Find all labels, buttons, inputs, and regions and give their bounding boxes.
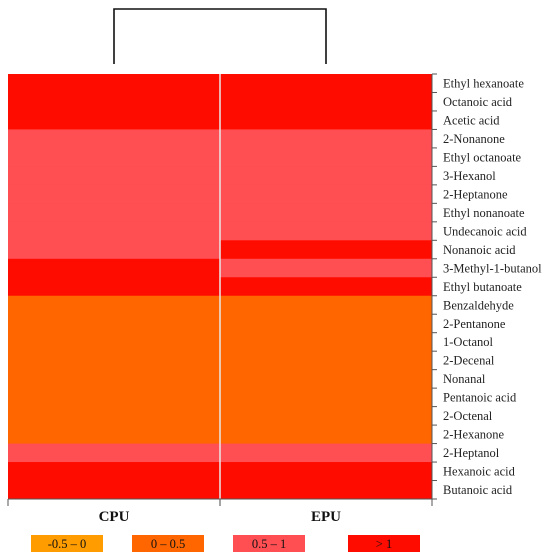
heatmap-cell (8, 184, 220, 204)
heatmap-cell (8, 74, 220, 93)
row-label: 3-Hexanol (443, 169, 496, 183)
heatmap-cell (8, 351, 220, 371)
row-label: 3-Methyl-1-butanol (443, 261, 542, 275)
heatmap-cell (8, 203, 220, 223)
row-label: 2-Octenal (443, 409, 493, 423)
column-label: CPU (99, 509, 130, 525)
column-label: EPU (311, 509, 341, 525)
heatmap-cell (220, 203, 432, 223)
row-label: Octanoic acid (443, 95, 513, 109)
heatmap-cell (220, 295, 432, 315)
heatmap-cell (8, 129, 220, 149)
row-label: 2-Heptanol (443, 446, 500, 460)
heatmap-cell (220, 147, 432, 167)
row-label: Nonanoic acid (443, 243, 516, 257)
heatmap-axes (7, 73, 437, 506)
heatmap-cell (8, 221, 220, 241)
heatmap-cells (8, 74, 432, 506)
heatmap-cell (8, 277, 220, 297)
row-label: Ethyl octanoate (443, 150, 522, 164)
heatmap-cell (220, 388, 432, 408)
heatmap-cell (220, 332, 432, 352)
heatmap-cell (220, 166, 432, 186)
heatmap-cell (8, 258, 220, 278)
row-label: Undecanoic acid (443, 224, 527, 238)
row-labels: Ethyl hexanoate Octanoic acid Acetic acid 2… (443, 77, 542, 498)
legend: -0.5 – 0 0 – 0.5 0.5 – 1 > 1 (31, 535, 420, 552)
heatmap-cell (220, 480, 432, 500)
row-label: Ethyl nonanoate (443, 206, 525, 220)
row-label: Ethyl hexanoate (443, 77, 524, 91)
legend-label: > 1 (376, 537, 392, 551)
row-label: Butanoic acid (443, 483, 513, 497)
heatmap-cell (8, 369, 220, 389)
heatmap-cell (8, 147, 220, 167)
heatmap-cell (8, 462, 220, 482)
row-label: Hexanoic acid (443, 465, 516, 479)
legend-swatch (233, 535, 305, 552)
heatmap-cell (220, 129, 432, 149)
heatmap-cell (8, 314, 220, 334)
heatmap-cell (220, 369, 432, 389)
heatmap-cell (8, 110, 220, 130)
row-label: Pentanoic acid (443, 391, 517, 405)
legend-label: -0.5 – 0 (48, 537, 87, 551)
heatmap-cell (8, 406, 220, 426)
legend-label: 0 – 0.5 (151, 537, 185, 551)
heatmap-cell (220, 443, 432, 463)
heatmap-cell (8, 295, 220, 315)
row-label: Ethyl butanoate (443, 280, 522, 294)
row-label: 2-Heptanone (443, 187, 508, 201)
heatmap-cell (220, 277, 432, 297)
dendrogram-branch (113, 8, 327, 64)
heatmap-cell (220, 74, 432, 93)
heatmap-cell (8, 240, 220, 260)
heatmap-cell (220, 221, 432, 241)
heatmap-cell (8, 425, 220, 445)
heatmap-cell (220, 184, 432, 204)
heatmap-cell (8, 443, 220, 463)
heatmap-cell (220, 351, 432, 371)
column-labels: CPU EPU (99, 509, 342, 525)
row-label: 2-Hexanone (443, 428, 505, 442)
heatmap-cell (220, 240, 432, 260)
heatmap-cell (220, 314, 432, 334)
row-label: Benzaldehyde (443, 298, 514, 312)
legend-swatch (31, 535, 103, 552)
heatmap-cell (8, 92, 220, 112)
heatmap-cell (220, 406, 432, 426)
row-label: 1-Octanol (443, 335, 494, 349)
row-label: Nonanal (443, 372, 486, 386)
heatmap-cell (8, 332, 220, 352)
heatmap-cell (220, 110, 432, 130)
legend-swatch (132, 535, 204, 552)
heatmap-cell (8, 166, 220, 186)
row-label: 2-Nonanone (443, 132, 505, 146)
dendrogram (113, 8, 327, 64)
legend-label: 0.5 – 1 (252, 537, 286, 551)
heatmap-cell (8, 388, 220, 408)
row-label: Acetic acid (443, 113, 500, 127)
legend-swatch (348, 535, 420, 552)
row-label: 2-Decenal (443, 354, 495, 368)
row-label: 2-Pentanone (443, 317, 506, 331)
heatmap-cell (220, 425, 432, 445)
heatmap-cell (8, 480, 220, 500)
heatmap-cell (220, 462, 432, 482)
heatmap-cell (220, 258, 432, 278)
heatmap-cell (220, 92, 432, 112)
